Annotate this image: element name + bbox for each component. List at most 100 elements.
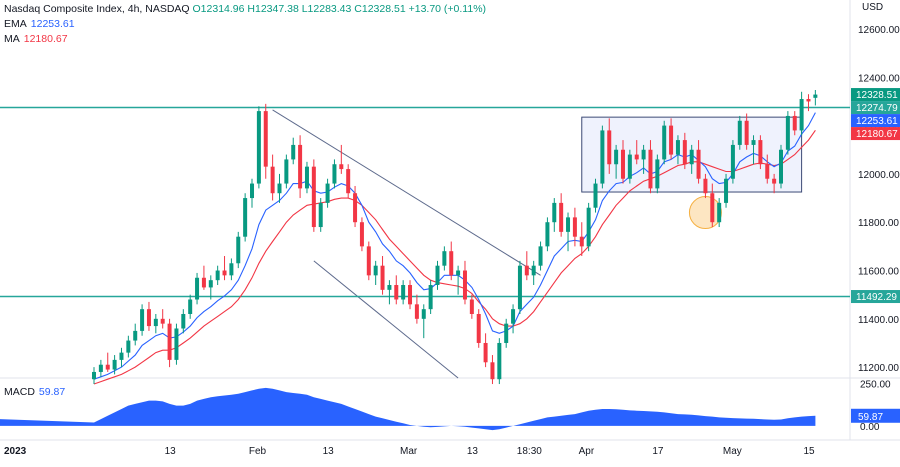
candle-body [490, 362, 495, 380]
candle [181, 309, 186, 334]
candle-body [181, 313, 186, 329]
time-axis-tick: Apr [579, 446, 595, 457]
candle [813, 90, 818, 106]
candle [133, 323, 138, 346]
candle-body [730, 144, 735, 179]
price-tag-bg [851, 101, 900, 115]
candle-body [538, 246, 543, 266]
candle-body [208, 280, 213, 288]
candle-body [545, 222, 550, 247]
candle [401, 280, 406, 305]
time-axis-tick: Mar [400, 446, 418, 457]
candle [799, 91, 804, 136]
macd-legend[interactable]: MACD 59.87 [4, 386, 65, 398]
price-tag: 12274.79 [851, 101, 900, 115]
candle [655, 154, 660, 194]
candle-body [579, 236, 584, 247]
candle-body [270, 166, 275, 194]
price-tag: 12180.67 [851, 127, 900, 141]
price-axis-tick: 12400.00 [858, 73, 900, 84]
candle-body [449, 251, 454, 276]
candle [284, 154, 289, 189]
time-axis-tick: 17 [652, 446, 664, 457]
candle-body [133, 330, 138, 341]
candle-body [92, 371, 96, 380]
candle-body [394, 285, 399, 300]
candle [105, 352, 110, 372]
price-axis-tick: 11400.00 [858, 315, 899, 326]
candle [243, 193, 248, 242]
macd-area-left [0, 419, 94, 426]
close-value: C12328.51 [354, 3, 406, 15]
candle-body [620, 149, 625, 179]
candle [758, 135, 763, 170]
ema-row[interactable]: EMA 12253.61 [4, 17, 486, 32]
candle [634, 140, 639, 165]
price-tag-text: 12253.61 [856, 116, 898, 127]
high-value: H12347.38 [247, 3, 299, 15]
macd-area [94, 387, 816, 431]
candle [724, 173, 729, 208]
candle [304, 161, 309, 194]
candle [497, 338, 502, 385]
open-value: O12314.96 [192, 3, 245, 15]
price-axis-tick: 11600.00 [858, 267, 899, 278]
candle-body [353, 193, 358, 223]
candle [250, 178, 255, 208]
candle [559, 193, 564, 237]
candle [263, 103, 268, 179]
candle [318, 198, 323, 232]
candle-body [188, 299, 193, 314]
candle [298, 135, 303, 199]
candle [449, 241, 454, 281]
candle [620, 140, 625, 184]
candle-body [703, 178, 708, 194]
ma-line [93, 129, 816, 385]
price-tag-bg [851, 127, 900, 141]
price-tag-bg [851, 88, 900, 102]
candle-body [689, 149, 694, 165]
candle [160, 309, 165, 329]
candle [511, 304, 516, 334]
candle [586, 202, 591, 252]
candle-body [215, 270, 220, 281]
candle-body [504, 323, 509, 343]
candle-body [648, 149, 653, 189]
candle [462, 260, 467, 305]
candle [737, 115, 742, 150]
candle [792, 111, 797, 136]
channel-lower-line [313, 260, 459, 379]
macd-tag-text: 59.87 [858, 412, 883, 423]
candle-body [737, 120, 742, 145]
candle-body [724, 178, 729, 203]
candle [627, 149, 632, 184]
candle [153, 313, 158, 334]
candle [552, 198, 557, 232]
low-value: L12283.43 [301, 3, 352, 15]
candle-body [779, 149, 783, 184]
candle-body [813, 94, 818, 98]
candle [236, 231, 241, 269]
candle [215, 265, 220, 286]
candle [607, 118, 612, 174]
candle [469, 294, 474, 319]
price-tag-text: 12180.67 [856, 129, 898, 140]
ma-row[interactable]: MA 12180.67 [4, 32, 486, 47]
candle [504, 318, 509, 348]
price-axis-tick: 12000.00 [858, 170, 900, 181]
candle-body [256, 111, 261, 184]
candle [119, 347, 124, 368]
candle [277, 173, 282, 203]
candle [270, 154, 275, 201]
price-tag-bg [851, 290, 900, 304]
candle [126, 335, 131, 358]
candle [222, 256, 227, 281]
candle-body [250, 183, 255, 199]
candle-body [655, 159, 660, 189]
candle [765, 154, 770, 184]
candle [744, 113, 749, 150]
candle-body [517, 265, 522, 310]
candle-body [675, 140, 680, 155]
